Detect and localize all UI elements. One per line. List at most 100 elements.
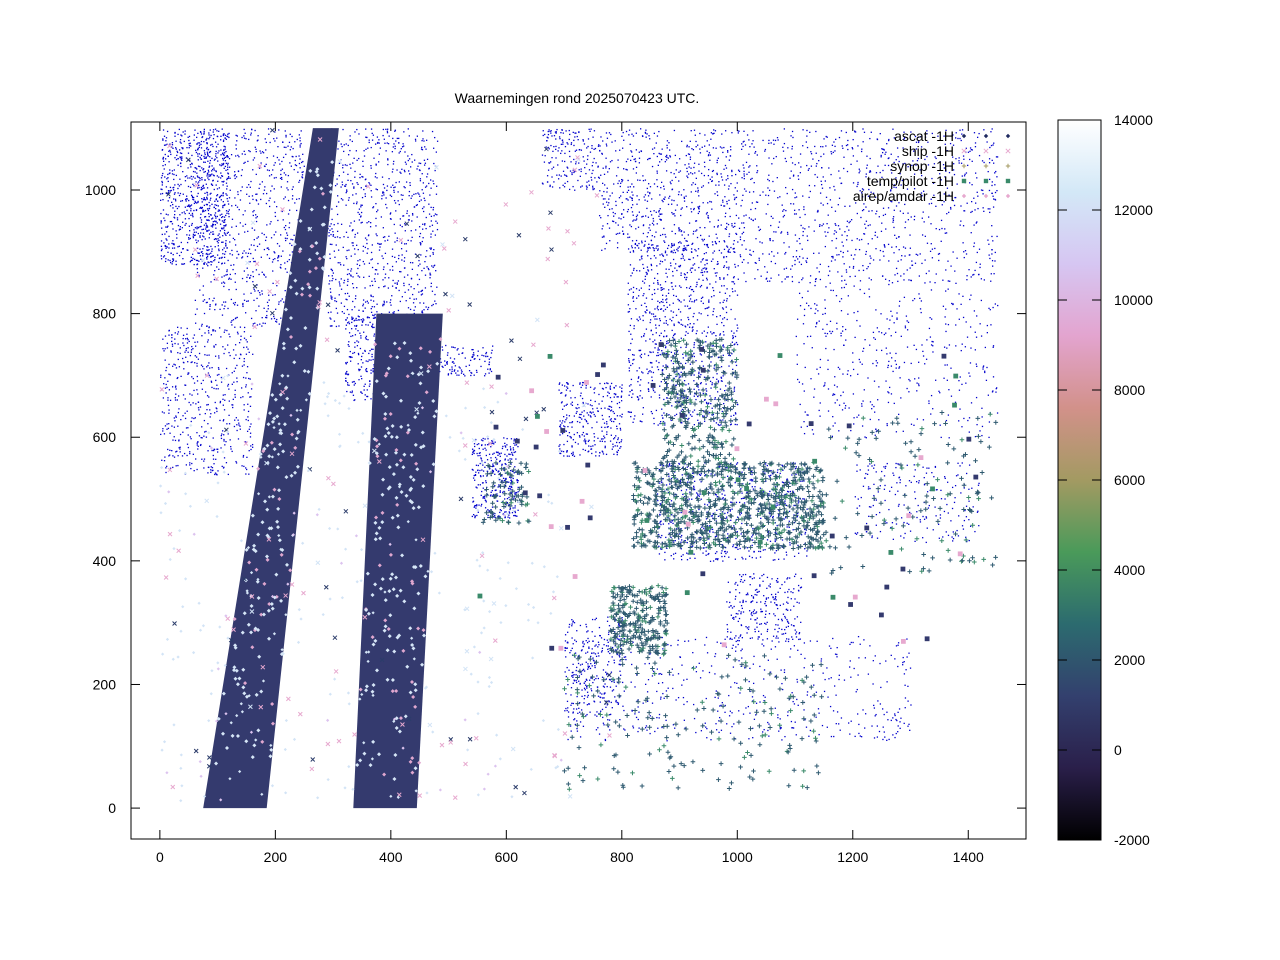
coastline-point — [198, 435, 201, 437]
coastline-point — [164, 164, 166, 166]
coastline-point — [984, 370, 986, 372]
coastline-point — [360, 222, 362, 224]
coastline-point — [293, 234, 295, 236]
coastline-point — [430, 233, 432, 235]
coastline-point — [568, 138, 570, 141]
coastline-point — [592, 187, 594, 189]
coastline-point — [366, 239, 368, 241]
coastline-point — [622, 131, 624, 134]
coastline-point — [173, 436, 175, 438]
coastline-point — [764, 266, 766, 268]
coastline-point — [167, 380, 169, 382]
coastline-point — [417, 265, 420, 267]
coastline-point — [711, 170, 714, 173]
coastline-point — [743, 222, 745, 224]
coastline-point — [945, 330, 947, 333]
coastline-point — [162, 139, 164, 141]
coastline-point — [743, 175, 745, 177]
coastline-point — [564, 145, 567, 148]
coastline-point — [261, 232, 263, 234]
coastline-point — [268, 257, 271, 260]
coastline-point — [250, 132, 252, 134]
coastline-point — [182, 431, 184, 433]
coastline-point — [723, 205, 725, 207]
coastline-point — [191, 195, 194, 198]
coastline-point — [166, 239, 168, 241]
coastline-point — [196, 259, 199, 262]
coastline-point — [607, 214, 609, 217]
coastline-point — [184, 224, 186, 226]
coastline-point — [166, 178, 168, 180]
coastline-point — [186, 175, 188, 177]
coastline-point — [878, 331, 880, 333]
coastline-point — [790, 170, 792, 172]
coastline-point — [243, 404, 245, 406]
coastline-point — [163, 135, 166, 137]
coastline-point — [222, 134, 224, 137]
coastline-point — [660, 158, 663, 161]
coastline-point — [175, 260, 177, 262]
coastline-point — [829, 270, 831, 272]
coastline-point — [617, 166, 619, 169]
coastline-point — [837, 204, 839, 206]
coastline-point — [396, 237, 399, 239]
coastline-point — [238, 342, 241, 344]
coastline-point — [212, 129, 215, 131]
coastline-point — [635, 228, 637, 230]
coastline-point — [232, 268, 234, 271]
coastline-point — [742, 194, 744, 196]
coastline-point — [217, 470, 219, 472]
coastline-point — [177, 164, 179, 166]
coastline-point — [201, 179, 203, 181]
coastline-point — [200, 221, 203, 223]
coastline-point — [882, 207, 885, 209]
coastline-point — [420, 254, 422, 256]
coastline-point — [876, 429, 878, 432]
coastline-point — [690, 208, 692, 210]
coastline-point — [214, 259, 216, 261]
coastline-point — [990, 131, 992, 133]
coastline-point — [379, 246, 381, 248]
coastline-point — [970, 211, 972, 214]
coastline-point — [976, 136, 979, 139]
coastline-point — [396, 282, 398, 284]
coastline-point — [232, 302, 235, 304]
coastline-point — [992, 345, 995, 347]
coastline-point — [372, 134, 375, 136]
coastline-point — [827, 388, 830, 390]
coastline-point — [368, 316, 370, 319]
coastline-point — [176, 151, 179, 154]
coastline-point — [382, 268, 385, 271]
coastline-point — [861, 363, 863, 365]
coastline-point — [223, 219, 225, 222]
coastline-point — [669, 195, 671, 197]
coastline-point — [206, 142, 208, 144]
coastline-point — [758, 229, 760, 232]
coastline-point — [289, 162, 291, 164]
coastline-point — [890, 189, 892, 191]
coastline-point — [976, 251, 978, 254]
coastline-point — [221, 249, 224, 251]
coastline-point — [213, 346, 215, 348]
coastline-point — [720, 173, 722, 175]
coastline-point — [174, 131, 176, 134]
coastline-point — [283, 172, 285, 174]
coastline-point — [263, 233, 265, 236]
coastline-point — [698, 195, 700, 197]
coastline-point — [903, 137, 906, 139]
coastline-point — [214, 246, 216, 248]
coastline-point — [861, 192, 863, 194]
coastline-point — [176, 252, 178, 255]
coastline-point — [355, 193, 357, 195]
coastline-point — [756, 201, 759, 203]
coastline-point — [428, 182, 430, 185]
coastline-point — [915, 164, 917, 166]
coastline-point — [245, 138, 247, 140]
coastline-point — [832, 394, 834, 396]
coastline-point — [274, 215, 277, 218]
coastline-point — [743, 215, 745, 217]
coastline-point — [231, 254, 234, 256]
coastline-point — [799, 216, 801, 219]
coastline-point — [212, 221, 214, 223]
coastline-point — [191, 163, 193, 165]
